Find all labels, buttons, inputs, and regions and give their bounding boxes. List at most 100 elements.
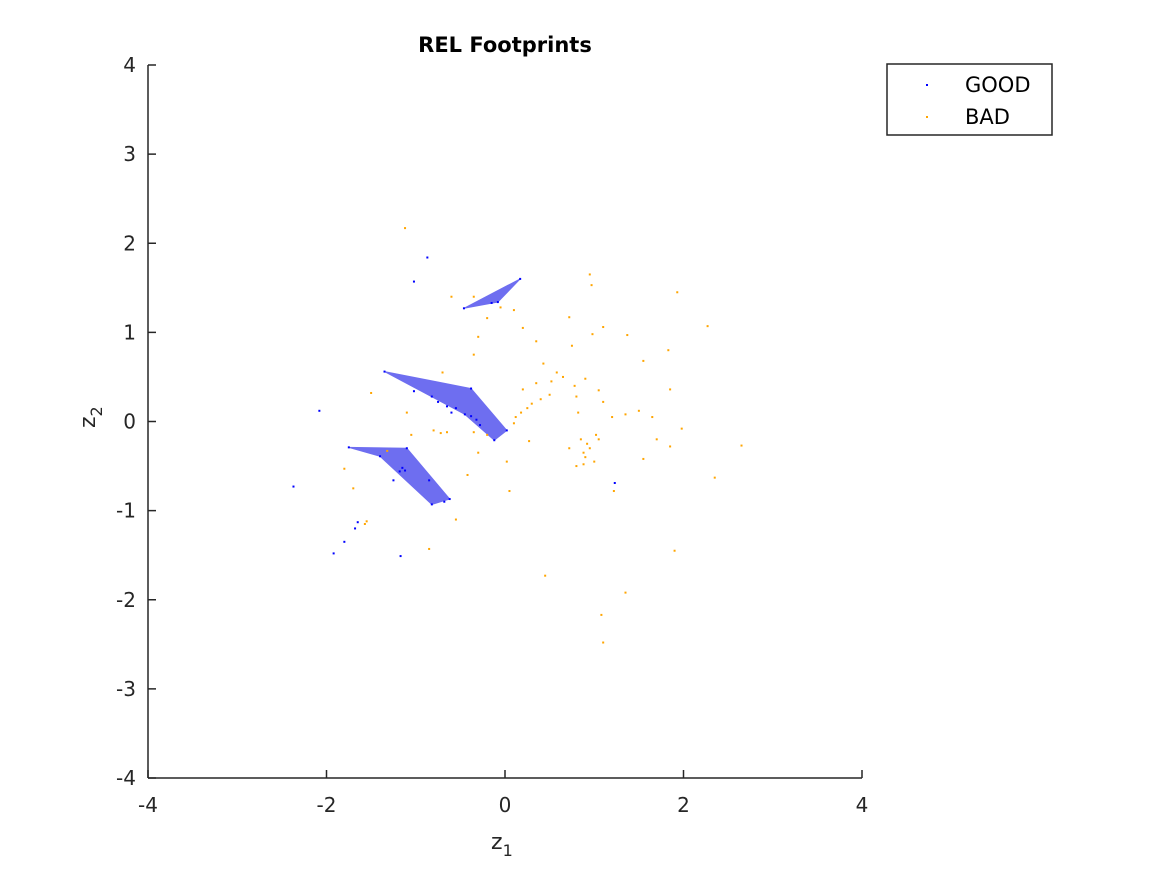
point-good-38 [613, 481, 616, 484]
point-bad-68 [454, 518, 457, 521]
point-bad-19 [706, 325, 709, 328]
point-good-12 [445, 405, 448, 408]
point-bad-4 [486, 317, 489, 320]
y-axis-label: z2 [76, 406, 106, 428]
point-bad-72 [352, 487, 355, 490]
point-bad-34 [521, 388, 524, 391]
point-bad-2 [450, 295, 453, 298]
point-good-8 [470, 387, 473, 390]
point-bad-57 [597, 438, 600, 441]
point-bad-75 [445, 431, 448, 434]
point-bad-3 [472, 295, 475, 298]
point-good-7 [383, 370, 386, 373]
point-bad-85 [624, 591, 627, 594]
y-tick-label: 1 [123, 320, 136, 344]
point-bad-47 [680, 427, 683, 430]
point-bad-51 [579, 438, 582, 441]
point-good-15 [470, 415, 473, 418]
point-bad-55 [588, 447, 591, 450]
point-good-22 [347, 446, 350, 449]
point-bad-13 [590, 284, 593, 287]
point-good-20 [437, 400, 440, 403]
point-bad-62 [642, 457, 645, 460]
point-bad-17 [591, 333, 594, 336]
x-axis-label: z1 [491, 830, 513, 860]
y-axis-label-subscript: 2 [87, 406, 106, 416]
legend[interactable]: GOOD BAD [886, 63, 1053, 136]
point-good-11 [430, 395, 433, 398]
points-layer [292, 227, 743, 644]
point-bad-82 [405, 411, 408, 414]
point-bad-83 [441, 371, 444, 374]
point-bad-12 [588, 273, 591, 276]
point-bad-61 [568, 447, 571, 450]
point-bad-1 [404, 227, 407, 230]
y-tick-label: -4 [116, 766, 136, 790]
y-tick-label: -3 [116, 677, 136, 701]
point-good-28 [430, 503, 433, 506]
point-good-16 [475, 418, 478, 421]
point-bad-52 [586, 442, 589, 445]
point-bad-58 [575, 465, 578, 468]
x-tick-label: -2 [317, 793, 337, 817]
point-bad-56 [593, 460, 596, 463]
x-tick-label: 0 [499, 793, 512, 817]
point-bad-37 [577, 411, 580, 414]
point-bad-14 [568, 316, 571, 319]
point-good-36 [332, 552, 335, 555]
point-bad-49 [713, 476, 716, 479]
point-good-24 [405, 447, 408, 450]
point-bad-89 [528, 440, 531, 443]
point-bad-87 [602, 641, 605, 644]
point-bad-7 [521, 326, 524, 329]
point-good-3 [462, 307, 465, 310]
point-bad-15 [602, 326, 605, 329]
point-good-21 [450, 411, 453, 414]
point-bad-67 [466, 473, 469, 476]
point-bad-18 [667, 349, 670, 352]
point-bad-35 [535, 382, 538, 385]
x-tick-label: 4 [856, 793, 869, 817]
point-bad-6 [499, 306, 502, 309]
point-bad-77 [410, 433, 413, 436]
point-bad-70 [365, 520, 368, 523]
y-tick-label: -2 [116, 588, 136, 612]
point-bad-41 [624, 413, 627, 416]
point-good-33 [356, 521, 359, 524]
y-tick-label: 0 [123, 410, 136, 434]
point-bad-65 [505, 460, 508, 463]
point-good-35 [343, 540, 346, 543]
point-bad-71 [363, 522, 366, 525]
point-bad-24 [550, 380, 553, 383]
point-bad-42 [637, 409, 640, 412]
x-tick-label: -4 [138, 793, 158, 817]
point-bad-63 [612, 490, 615, 493]
point-bad-69 [428, 547, 431, 550]
point-good-23 [379, 455, 382, 458]
point-good-9 [412, 390, 415, 393]
point-bad-25 [584, 377, 587, 380]
point-bad-38 [597, 389, 600, 392]
point-good-18 [493, 439, 496, 442]
legend-marker-bad [926, 116, 928, 118]
point-good-2 [412, 280, 415, 283]
point-bad-23 [562, 375, 565, 378]
point-bad-50 [740, 444, 743, 447]
y-axis-label-main: z [76, 416, 101, 428]
point-bad-30 [526, 407, 529, 410]
point-bad-11 [570, 344, 573, 347]
point-bad-78 [472, 431, 475, 434]
point-bad-9 [472, 353, 475, 356]
point-bad-27 [548, 393, 551, 396]
point-bad-29 [530, 402, 533, 405]
y-tick-label: 3 [123, 142, 136, 166]
y-tick-label: 4 [123, 53, 136, 77]
x-tick-label: 2 [677, 793, 690, 817]
point-bad-76 [439, 432, 442, 435]
point-bad-31 [520, 411, 523, 414]
point-good-17 [479, 424, 482, 427]
legend-label-bad: BAD [965, 105, 1010, 129]
y-tick-label: 2 [123, 231, 136, 255]
point-bad-59 [582, 463, 585, 466]
point-bad-43 [642, 359, 645, 362]
